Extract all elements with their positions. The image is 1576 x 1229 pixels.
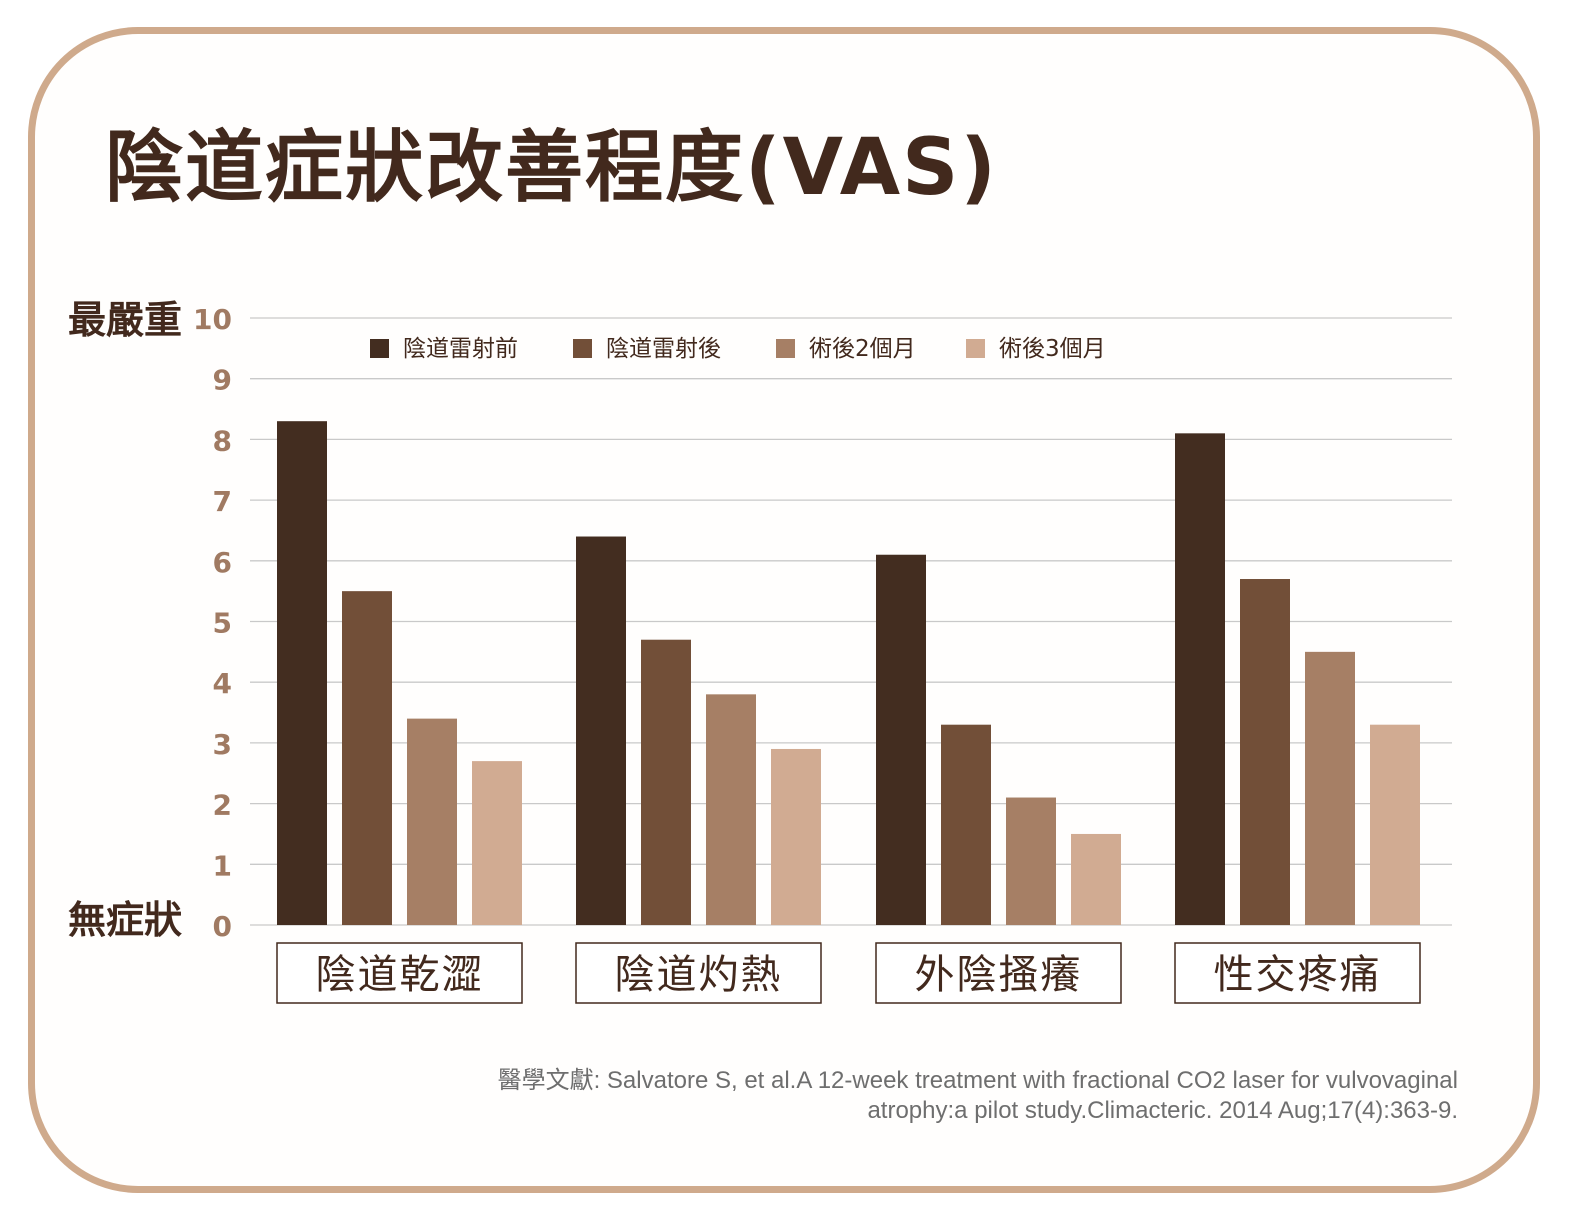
legend-label: 陰道雷射前 xyxy=(403,336,518,362)
legend-swatch xyxy=(966,339,985,358)
y-tick-label: 0 xyxy=(213,910,232,943)
source-citation: 醫學文獻: Salvatore S, et al.A 12-week treat… xyxy=(498,1066,1458,1126)
x-tick-label: 陰道乾澀 xyxy=(316,952,484,998)
bar xyxy=(407,718,457,925)
y-tick-label: 10 xyxy=(193,303,232,336)
category-box xyxy=(1174,942,1421,1004)
x-tick-label: 陰道灼熱 xyxy=(615,952,783,998)
bar xyxy=(1175,433,1225,925)
legend-swatch xyxy=(573,339,592,358)
page-title: 陰道症狀改善程度(VAS) xyxy=(105,123,998,213)
bar xyxy=(342,591,392,925)
y-tick-label: 4 xyxy=(213,667,232,700)
y-tick-label: 7 xyxy=(213,485,232,518)
legend-swatch xyxy=(776,339,795,358)
y-tick-label: 1 xyxy=(213,849,232,882)
y-label-bottom: 無症狀 xyxy=(68,898,182,942)
bar xyxy=(1305,651,1355,925)
y-label-top: 最嚴重 xyxy=(68,298,182,342)
bar xyxy=(876,554,926,925)
source-line-1: 醫學文獻: Salvatore S, et al.A 12-week treat… xyxy=(497,1067,1458,1094)
category-box xyxy=(276,942,523,1004)
y-tick-label: 5 xyxy=(213,607,232,640)
legend-label: 術後3個月 xyxy=(999,336,1106,362)
bar xyxy=(576,536,626,925)
bar xyxy=(771,748,821,925)
bar xyxy=(706,694,756,925)
bar xyxy=(1071,833,1121,925)
bar xyxy=(941,724,991,925)
y-tick-label: 9 xyxy=(213,364,232,397)
bar xyxy=(277,421,327,925)
category-box xyxy=(575,942,822,1004)
y-tick-label: 8 xyxy=(213,424,232,457)
bar xyxy=(641,639,691,925)
category-box xyxy=(875,942,1122,1004)
y-tick-label: 6 xyxy=(213,546,232,579)
legend-label: 陰道雷射後 xyxy=(606,336,721,362)
bar xyxy=(1370,724,1420,925)
y-tick-label: 2 xyxy=(213,789,232,822)
legend-swatch xyxy=(370,339,389,358)
y-tick-label: 3 xyxy=(213,728,232,761)
legend-label: 術後2個月 xyxy=(809,336,916,362)
x-tick-label: 性交疼痛 xyxy=(1214,952,1382,998)
source-line-2: atrophy:a pilot study.Climacteric. 2014 … xyxy=(867,1097,1458,1124)
bar xyxy=(1240,579,1290,925)
x-tick-label: 外陰搔癢 xyxy=(915,952,1083,998)
bar xyxy=(472,761,522,925)
bar xyxy=(1006,797,1056,925)
